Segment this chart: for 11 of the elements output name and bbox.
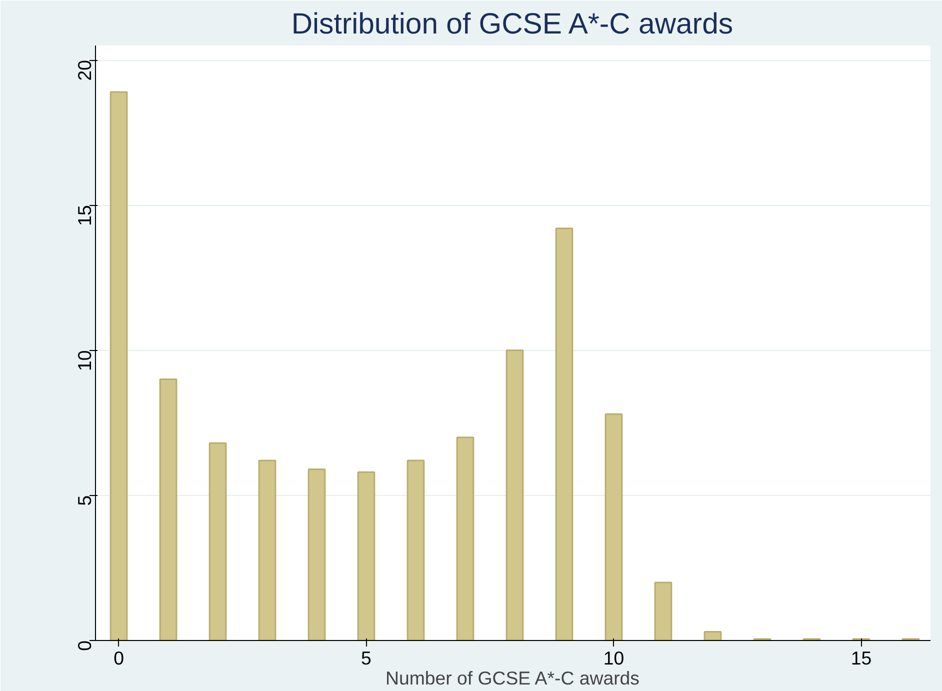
x-tick-label: 15 <box>850 648 872 668</box>
x-tick-label: 0 <box>114 648 124 668</box>
chart-title: Distribution of GCSE A*-C awards <box>291 8 734 40</box>
y-tick-label: 20 <box>74 60 95 81</box>
x-tick-label: 5 <box>361 648 372 668</box>
y-tick-label: 5 <box>74 495 95 506</box>
y-tick-label: 0 <box>74 640 95 651</box>
y-tick-label: 10 <box>74 350 95 372</box>
y-tick-label: 15 <box>74 205 95 226</box>
x-tick-label: 10 <box>603 648 624 668</box>
x-axis-title: Number of GCSE A*-C awards <box>385 668 640 688</box>
